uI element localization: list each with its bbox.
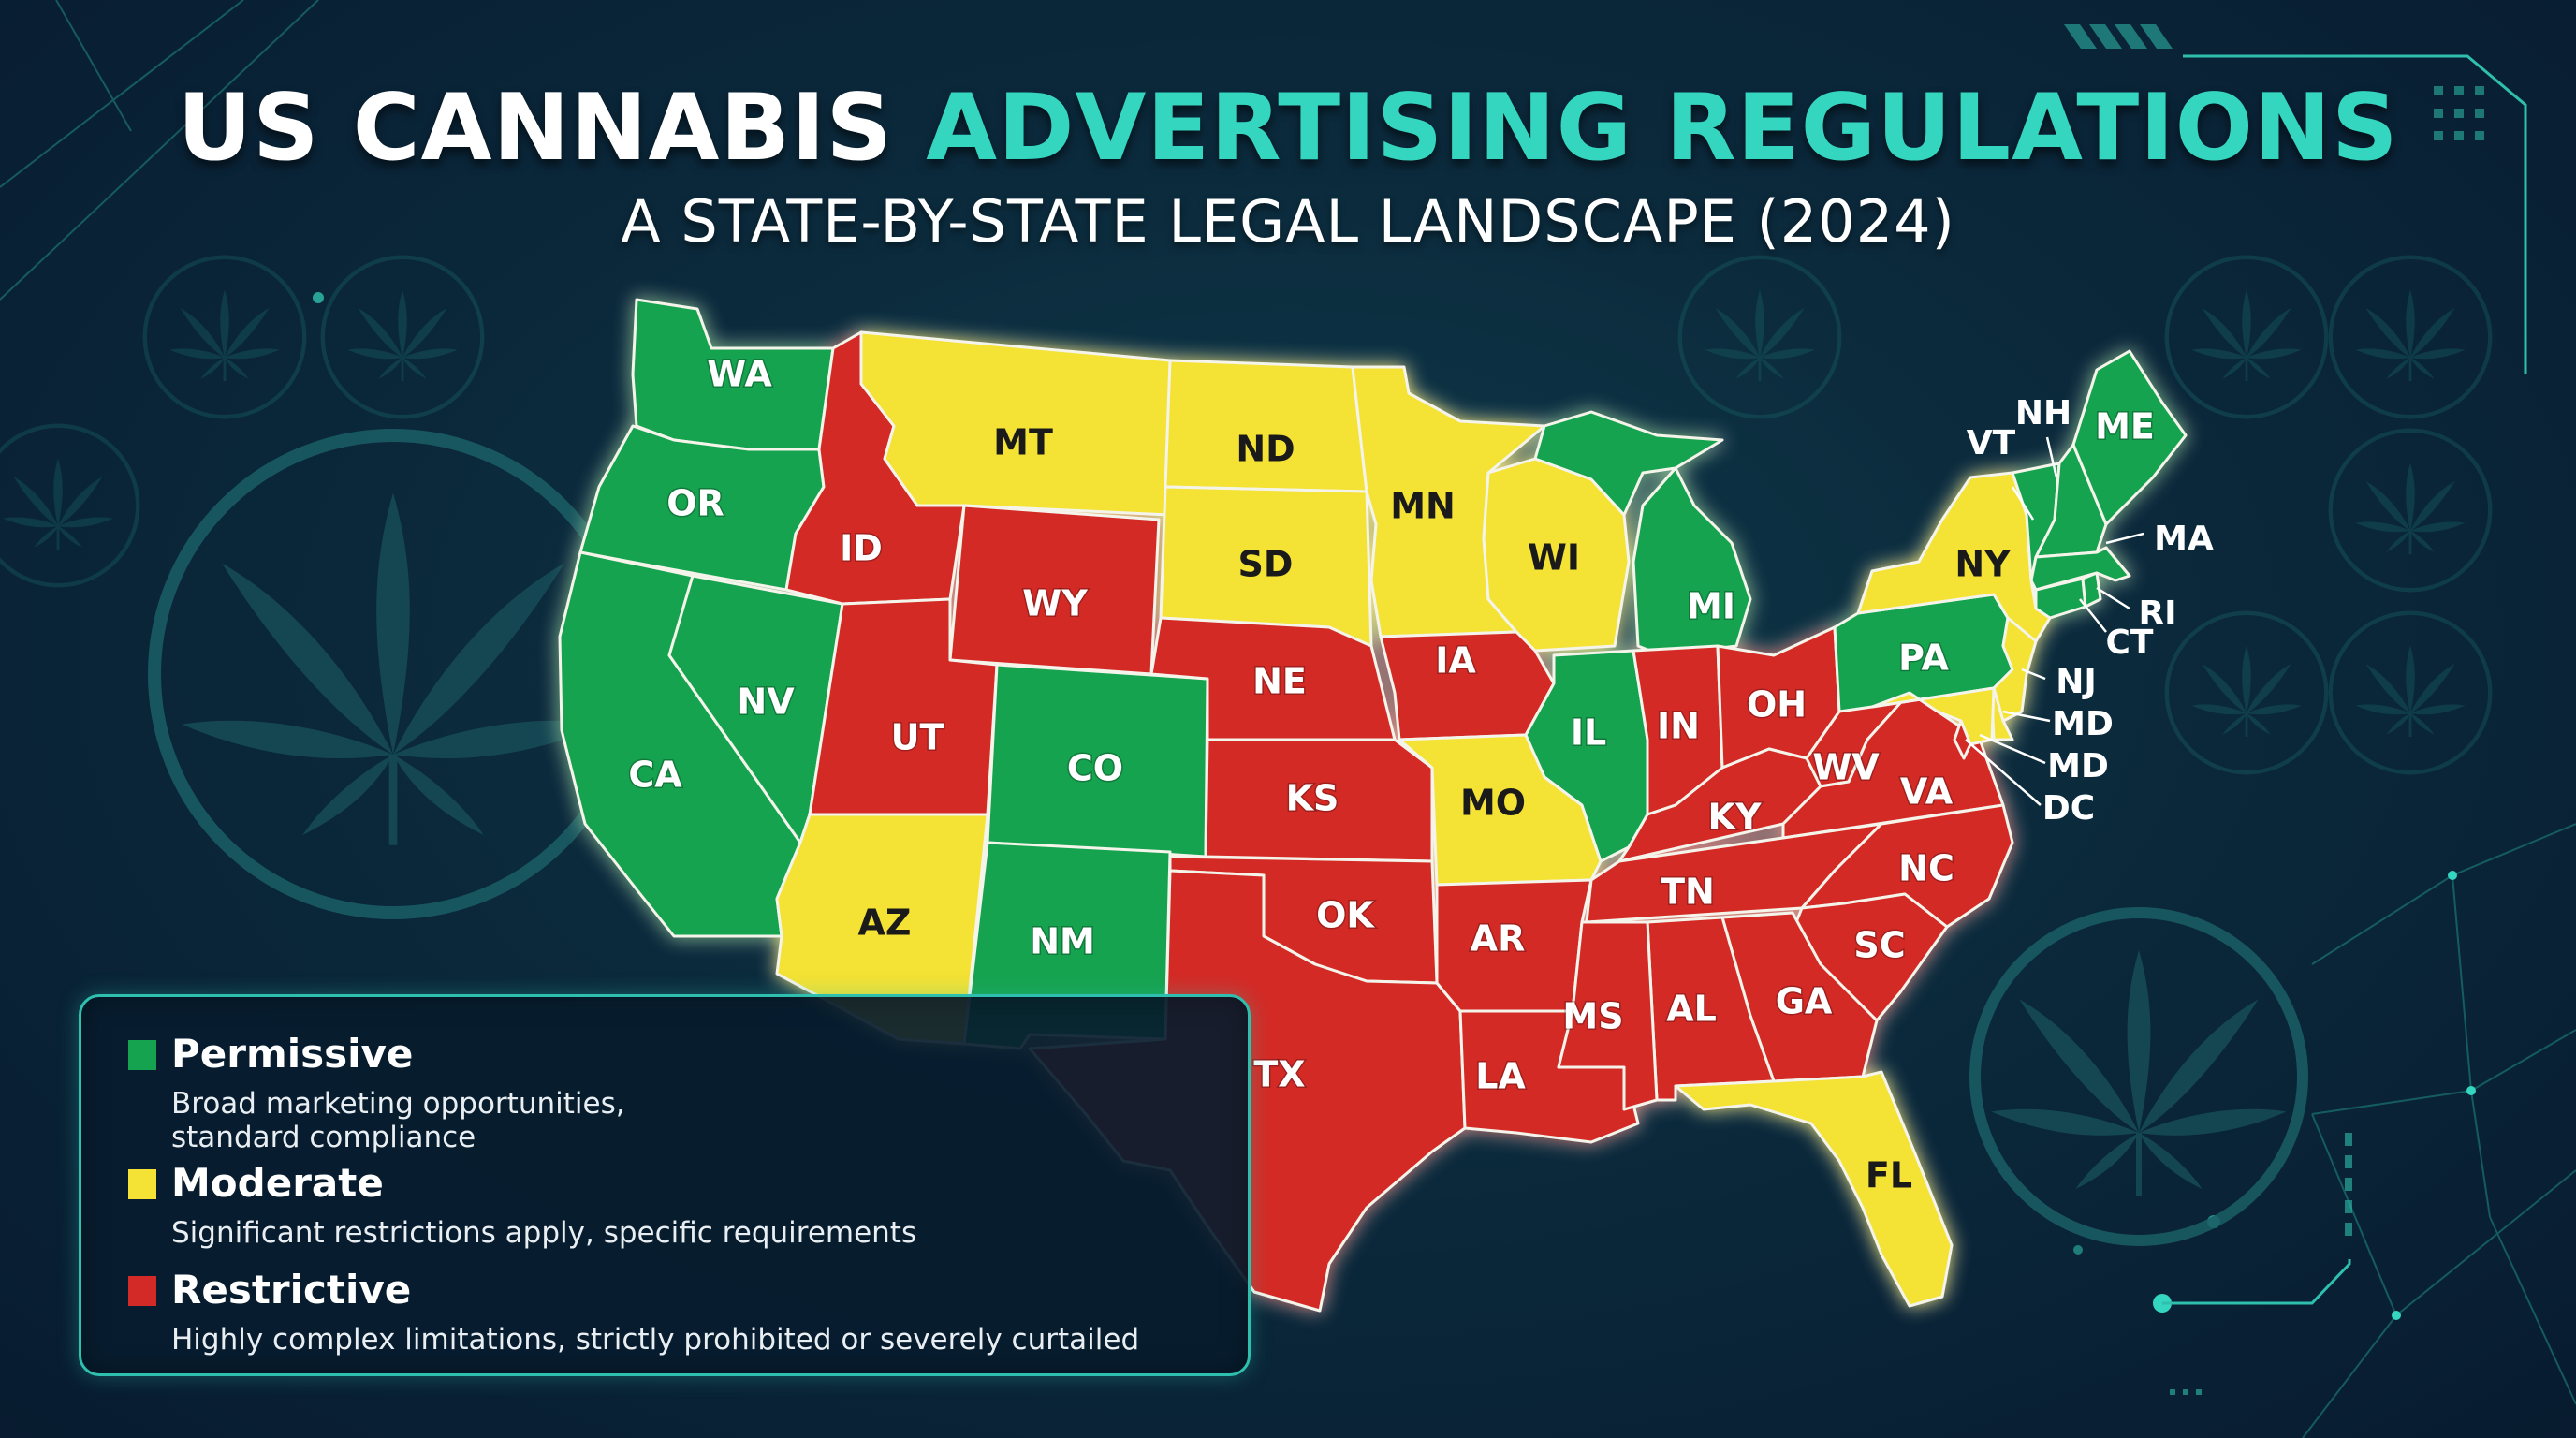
label-WV: WV	[1812, 747, 1880, 788]
label-ME: ME	[2095, 406, 2155, 448]
label-NH: NH	[2015, 394, 2071, 433]
label-MO: MO	[1460, 783, 1526, 824]
label-NJ: NJ	[2056, 663, 2097, 701]
label-NY: NY	[1954, 544, 2011, 585]
label-NV: NV	[737, 682, 795, 723]
state-MS[interactable]	[1557, 920, 1659, 1111]
label-RI: RI	[2138, 594, 2176, 633]
page-title: US CANNABIS ADVERTISING REGULATIONS	[0, 75, 2576, 182]
state-MI[interactable]	[1533, 410, 1752, 657]
label-OR: OR	[666, 483, 724, 524]
state-RI[interactable]	[2081, 571, 2102, 609]
label-OH: OH	[1747, 684, 1807, 726]
state-KS[interactable]	[1204, 738, 1434, 863]
state-labels: WA OR CA NV ID MT WY UT CO AZ NM ND SD N…	[627, 352, 2214, 1196]
label-FL: FL	[1866, 1155, 1912, 1196]
label-AL: AL	[1666, 989, 1717, 1030]
label-ID: ID	[840, 528, 883, 569]
label-GA: GA	[1776, 981, 1833, 1022]
state-DC[interactable]	[1953, 719, 1972, 760]
label-KS: KS	[1286, 778, 1339, 819]
label-NC: NC	[1898, 848, 1954, 889]
label-AZ: AZ	[858, 902, 912, 944]
label-LA: LA	[1475, 1056, 1526, 1097]
label-WA: WA	[707, 354, 772, 395]
cannabis-leaf-medallion-right	[1969, 907, 2308, 1246]
label-CA: CA	[628, 755, 682, 796]
label-OK: OK	[1316, 895, 1375, 936]
label-TX: TX	[1253, 1054, 1305, 1095]
label-MA: MA	[2154, 520, 2214, 558]
legend-panel: Permissive Broad marketing opportunities…	[79, 994, 1251, 1376]
page-subtitle: A STATE-BY-STATE LEGAL LANDSCAPE (2024)	[621, 187, 1955, 256]
label-MS: MS	[1562, 996, 1623, 1037]
title-accent: ADVERTISING REGULATIONS	[926, 75, 2399, 182]
legend-desc-permissive: Broad marketing opportunities, standard …	[171, 1087, 625, 1154]
label-DC: DC	[2042, 789, 2095, 828]
label-PA: PA	[1898, 638, 1949, 679]
legend-desc-restrictive: Highly complex limitations, strictly pro…	[171, 1323, 1140, 1357]
legend-label-permissive: Permissive	[171, 1031, 414, 1077]
legend-label-restrictive: Restrictive	[171, 1267, 412, 1313]
label-IL: IL	[1571, 712, 1606, 754]
state-FL[interactable]	[1674, 1070, 1954, 1308]
label-UT: UT	[891, 717, 944, 758]
label-WI: WI	[1528, 537, 1580, 579]
state-CT[interactable]	[2034, 577, 2087, 620]
label-MD-2: MD	[2047, 747, 2109, 785]
moderate-swatch	[128, 1169, 156, 1199]
label-VT: VT	[1967, 424, 2016, 462]
leader-lines	[1965, 436, 2144, 806]
label-WY: WY	[1022, 583, 1088, 624]
state-AZ[interactable]	[775, 813, 989, 1046]
state-ND[interactable]	[1164, 359, 1368, 493]
title-white: US CANNABIS	[177, 75, 894, 182]
legend-label-moderate: Moderate	[171, 1160, 384, 1206]
label-CT: CT	[2106, 624, 2154, 662]
label-IN: IN	[1657, 706, 1700, 747]
label-VA: VA	[1900, 771, 1954, 813]
label-TN: TN	[1661, 872, 1715, 913]
label-NE: NE	[1252, 661, 1307, 702]
label-SD: SD	[1238, 544, 1294, 585]
permissive-swatch	[128, 1040, 156, 1070]
label-SC: SC	[1853, 925, 1905, 966]
label-MT: MT	[993, 422, 1053, 463]
label-NM: NM	[1030, 921, 1095, 962]
state-KY[interactable]	[1617, 747, 1822, 863]
label-MI: MI	[1687, 586, 1735, 627]
label-IA: IA	[1435, 640, 1476, 682]
label-AR: AR	[1471, 918, 1526, 960]
state-ME[interactable]	[2071, 349, 2188, 526]
legend-desc-moderate: Significant restrictions apply, specific…	[171, 1216, 917, 1250]
label-ND: ND	[1236, 429, 1295, 470]
label-KY: KY	[1708, 797, 1762, 838]
label-MN: MN	[1390, 486, 1456, 527]
restrictive-swatch	[128, 1276, 156, 1306]
label-CO: CO	[1067, 748, 1123, 789]
label-MD-1: MD	[2052, 705, 2114, 743]
